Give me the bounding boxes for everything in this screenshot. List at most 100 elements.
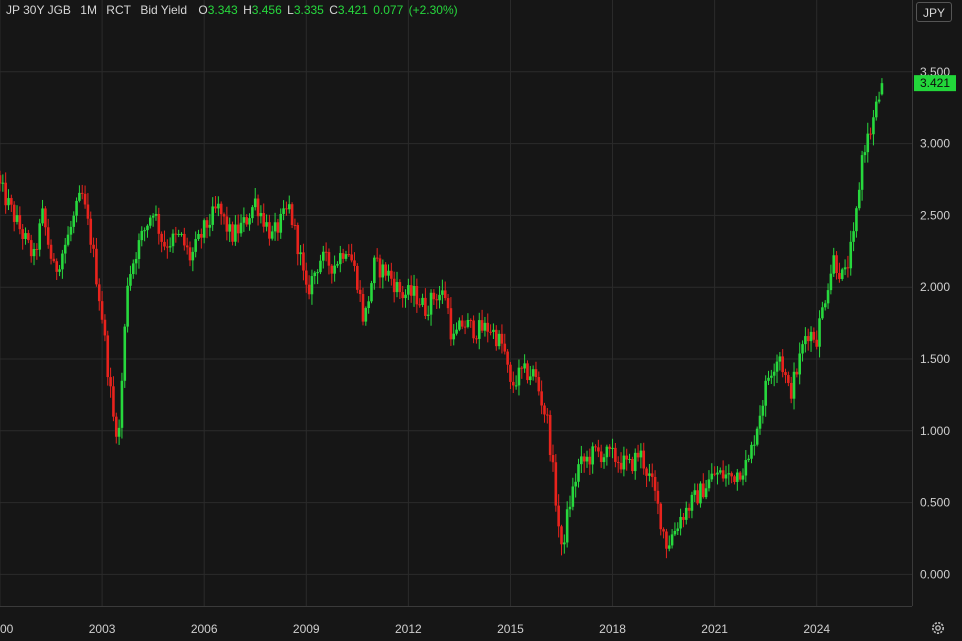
- candle-body: [704, 488, 708, 498]
- candle-body: [846, 267, 850, 269]
- field-label: Bid Yield: [140, 3, 188, 17]
- candle-body: [580, 456, 583, 465]
- candle-body: [849, 241, 853, 269]
- x-tick-label: 2015: [497, 622, 524, 636]
- candle-body: [653, 476, 657, 491]
- candle-body: [684, 507, 688, 520]
- candle-body: [778, 356, 782, 362]
- candle-body: [61, 253, 64, 270]
- candle-body: [367, 301, 370, 309]
- candle-body: [435, 299, 439, 301]
- candle-body: [194, 239, 197, 252]
- candle-body: [472, 320, 475, 339]
- candle-body: [693, 490, 697, 495]
- candle-body: [557, 505, 560, 527]
- candle-body: [798, 353, 802, 375]
- candle-body: [509, 364, 512, 382]
- candle-body: [205, 220, 209, 228]
- candle-body: [191, 251, 195, 261]
- currency-button[interactable]: JPY: [916, 2, 952, 22]
- candle-body: [563, 542, 566, 545]
- candle-body: [494, 329, 498, 347]
- candle-body: [341, 253, 345, 259]
- candle-body: [753, 444, 756, 446]
- x-tick-label: 2024: [803, 622, 830, 636]
- candle-body: [146, 225, 149, 231]
- candle-body: [344, 254, 348, 259]
- candle-body: [287, 204, 291, 210]
- candle-body: [409, 285, 413, 296]
- candle-body: [551, 455, 555, 463]
- candle-body: [293, 224, 297, 226]
- candle-body: [869, 133, 872, 135]
- candle-body: [333, 265, 336, 274]
- candle-body: [656, 490, 660, 504]
- candle-body: [310, 276, 314, 295]
- candle-body: [503, 343, 507, 352]
- candle-body: [222, 214, 226, 217]
- candle-body: [307, 284, 311, 295]
- x-tick-label: 2003: [89, 622, 116, 636]
- candle-body: [710, 473, 714, 480]
- candle-body: [565, 509, 569, 543]
- candle-body: [633, 452, 637, 472]
- candle-body: [500, 333, 504, 344]
- candle-body: [80, 192, 84, 194]
- candle-body: [650, 473, 654, 477]
- candle-body: [489, 331, 492, 333]
- candle-body: [866, 133, 870, 153]
- candle-body: [27, 233, 30, 241]
- candle-body: [44, 208, 47, 228]
- candle-body: [486, 322, 490, 332]
- change-value: 0.077: [373, 3, 404, 17]
- candle-body: [642, 450, 646, 469]
- candle-body: [687, 507, 691, 511]
- x-tick-label: 2021: [701, 622, 728, 636]
- candle-body: [89, 218, 93, 245]
- y-tick-label: 3.000: [920, 137, 950, 151]
- candle-body: [585, 456, 589, 462]
- candle-body: [46, 227, 50, 245]
- y-tick-label: 2.000: [920, 280, 950, 294]
- candle-body: [514, 385, 518, 387]
- candle-body: [492, 329, 495, 333]
- candle-body: [35, 248, 39, 250]
- candle-body: [821, 307, 824, 319]
- candle-body: [41, 208, 44, 224]
- candle-body: [582, 456, 586, 462]
- candle-body: [716, 472, 719, 475]
- candle-body: [384, 264, 387, 276]
- candle-body: [330, 265, 334, 274]
- candle-body: [531, 369, 535, 377]
- candle-body: [276, 222, 280, 233]
- candle-body: [611, 447, 614, 449]
- candle-body: [24, 233, 27, 239]
- candle-body: [506, 351, 509, 365]
- gear-icon[interactable]: [930, 620, 946, 636]
- candle-body: [63, 244, 67, 254]
- candle-body: [730, 473, 733, 477]
- candle-body: [415, 286, 419, 305]
- candle-body: [358, 289, 362, 295]
- candle-body: [4, 182, 7, 206]
- candle-body: [840, 269, 844, 279]
- candle-body: [775, 361, 779, 372]
- candle-body: [131, 263, 135, 275]
- candle-body: [665, 531, 668, 549]
- instrument-header: JP 30Y JGB 1M RCT Bid Yield O3.343 H3.45…: [6, 2, 458, 20]
- candle-body: [599, 451, 603, 463]
- candle-body: [361, 294, 365, 322]
- candle-body: [713, 473, 716, 475]
- candle-body: [480, 320, 484, 331]
- candle-body: [441, 290, 444, 295]
- candle-body: [591, 446, 594, 465]
- low-label: L: [287, 3, 294, 17]
- candle-body: [736, 472, 739, 482]
- candle-body: [248, 218, 251, 225]
- candle-body: [395, 282, 399, 293]
- candle-body: [636, 452, 640, 458]
- candle-body: [832, 255, 836, 274]
- candle-body: [758, 415, 762, 429]
- candle-body: [602, 457, 606, 463]
